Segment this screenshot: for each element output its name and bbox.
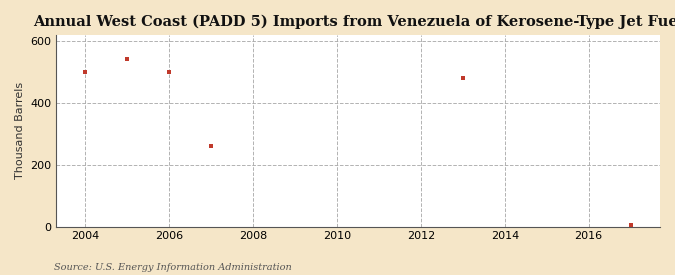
Point (80, 70, 90, 74)
Point (625, 223, 636, 227)
Text: Source: U.S. Energy Information Administration: Source: U.S. Energy Information Administ… (54, 263, 292, 272)
Y-axis label: Thousand Barrels: Thousand Barrels (15, 82, 25, 179)
Point (164, 70, 175, 74)
Point (206, 144, 217, 148)
Point (458, 76, 468, 80)
Point (122, 57, 132, 62)
Title: Annual West Coast (PADD 5) Imports from Venezuela of Kerosene-Type Jet Fuel: Annual West Coast (PADD 5) Imports from … (32, 15, 675, 29)
